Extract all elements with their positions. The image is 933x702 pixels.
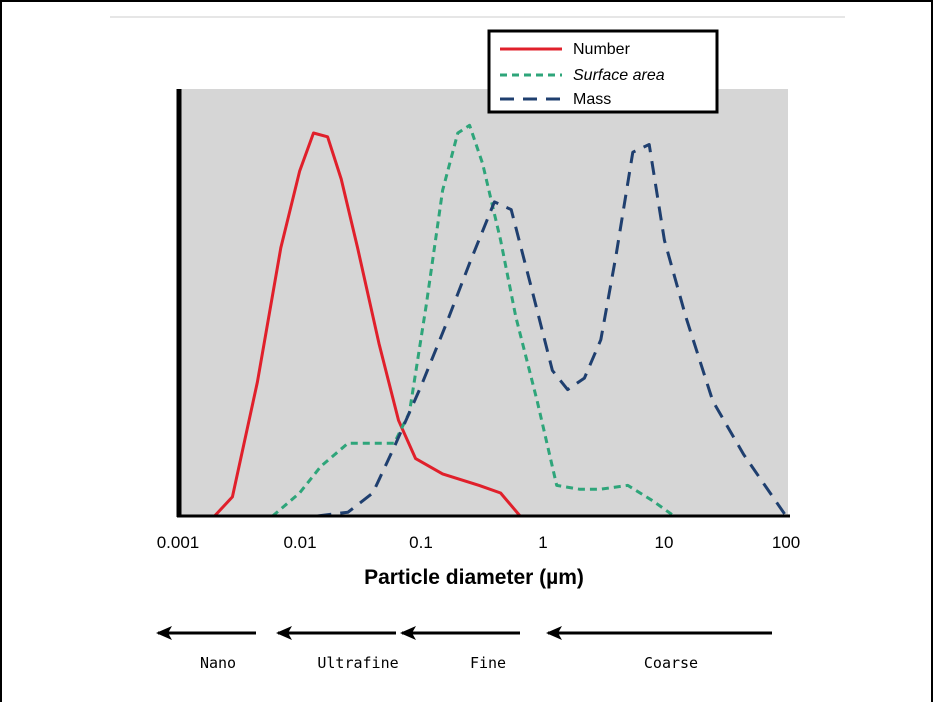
nano-arrow <box>156 626 256 640</box>
fine-arrow <box>400 626 520 640</box>
legend-label-number: Number <box>573 41 631 58</box>
x-tick-label: 0.1 <box>409 533 433 552</box>
x-tick-label: 0.01 <box>283 533 316 552</box>
legend: Number Surface area Mass <box>487 29 719 114</box>
x-tick-labels: 0.001 0.01 0.1 1 10 100 <box>157 533 800 552</box>
size-class-arrows: Nano Ultrafine Fine Coarse <box>156 626 772 672</box>
size-label-fine: Fine <box>470 654 506 672</box>
coarse-arrow <box>546 626 772 640</box>
legend-label-surface-area: Surface area <box>573 67 665 84</box>
series-layer <box>213 123 788 518</box>
series-line-mass <box>317 143 788 518</box>
x-axis-label: Particle diameter (µm) <box>364 566 584 589</box>
plot-area <box>179 89 788 516</box>
x-tick-label: 0.001 <box>157 533 200 552</box>
ultrafine-arrow <box>276 626 396 640</box>
size-label-coarse: Coarse <box>644 654 698 672</box>
legend-label-mass: Mass <box>573 91 611 108</box>
series-line-number <box>213 131 522 518</box>
size-label-nano: Nano <box>200 654 236 672</box>
x-tick-label: 10 <box>655 533 674 552</box>
series-line-surface-area <box>271 123 675 518</box>
x-tick-label: 1 <box>538 533 547 552</box>
x-tick-label: 100 <box>772 533 800 552</box>
size-label-ultrafine: Ultrafine <box>317 654 398 672</box>
